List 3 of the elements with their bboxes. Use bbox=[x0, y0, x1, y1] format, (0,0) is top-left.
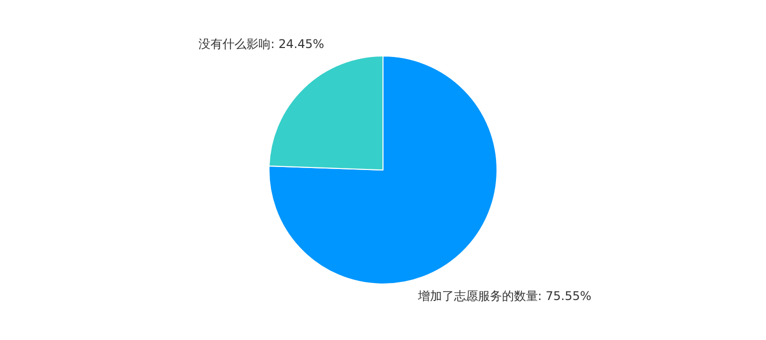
pie-slice bbox=[268, 56, 498, 284]
slice-label: 没有什么影响: 24.45% bbox=[198, 37, 324, 52]
slice-label: 增加了志愿服务的数量: 75.55% bbox=[416, 288, 592, 303]
